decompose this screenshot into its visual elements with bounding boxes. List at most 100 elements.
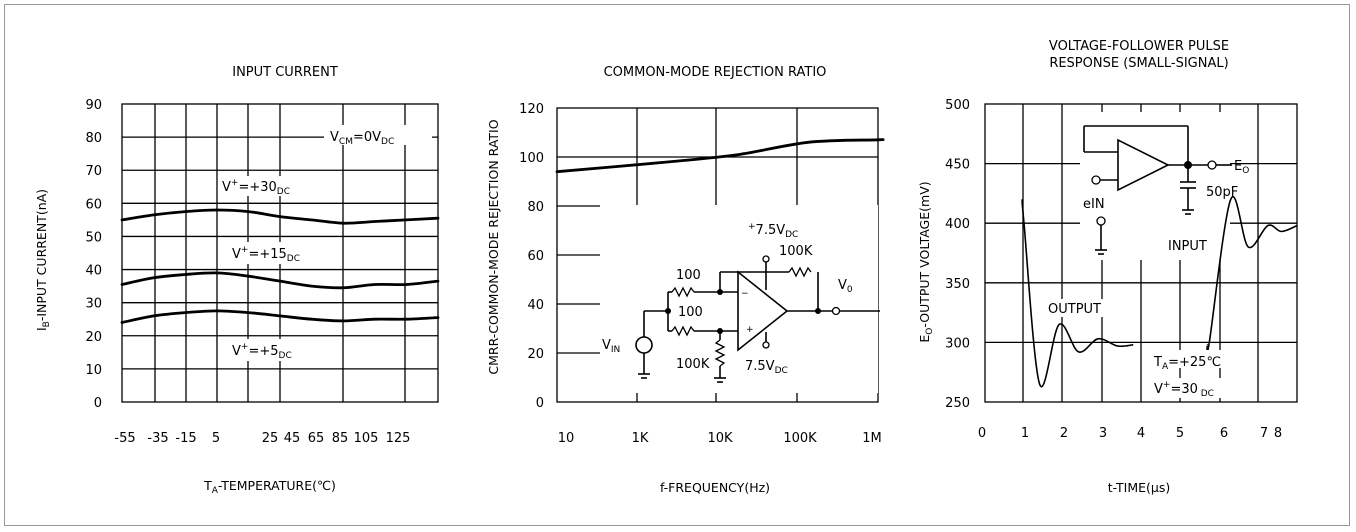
chart1-series-line [120,309,440,324]
chart2-y-tick-label: 100 [519,151,544,166]
chart1-y-tick-label: 40 [85,264,102,279]
chart1-x-tick-label: -15 [175,431,196,446]
chart1-x-tick-label: 125 [386,431,411,446]
svg-text:V+=+15DC: V+=+15DC [232,245,300,264]
svg-text:50pF: 50pF [1206,185,1238,200]
chart2-series [555,138,885,174]
chart1-annotation-v15: V+=+15DC [228,242,316,264]
chart1-y-tick-label: 50 [85,230,102,245]
chart3-annotation-input: INPUT [1168,239,1207,254]
chart3-x-tick-label: 5 [1176,426,1184,441]
chart1-series-line [120,271,440,290]
chart2-y-ticks: 0 20 40 60 80 100 120 [519,102,544,411]
chart3-x-tick-label: 3 [1099,426,1107,441]
chart2-series-line [555,138,885,174]
chart3-annotation-output: OUTPUT [1048,302,1101,317]
chart2-x-ticks: 10 1K 10K 100K 1M [558,431,882,446]
chart3-y-tick-label: 450 [945,158,970,173]
pulse-response-chart: VOLTAGE-FOLLOWER PULSE RESPONSE (SMALL-S… [917,39,1298,495]
chart1-title: INPUT CURRENT [232,65,338,80]
svg-text:EO: EO [1234,159,1249,176]
chart2-y-tick-label: 120 [519,102,544,117]
chart2-y-tick-label: 0 [536,396,544,411]
chart1-x-tick-label: 25 [262,431,279,446]
chart1-y-tick-label: 70 [85,164,102,179]
chart3-y-ticks: 250 300 350 400 450 500 [945,98,970,411]
chart2-x-tick-label: 100K [783,431,817,446]
chart2-x-tick-label: 10K [707,431,733,446]
chart2-x-tick-label: 10 [558,431,575,446]
chart3-test-circuit: EO 50pF eIN [1080,112,1249,260]
chart3-x-tick-label: 6 [1220,426,1228,441]
chart2-ylabel: CMRR-COMMON-MODE REJECTION RATIO [486,119,501,374]
chart2-y-tick-label: 60 [527,249,544,264]
chart2-test-circuit: − + V0 100K +7.5VDC 7.5VDC [600,205,880,393]
chart1-annotation-vcm: VCM=0VDC [324,125,432,147]
chart3-y-tick-label: 500 [945,98,970,113]
chart1-x-ticks: -55 -35 -15 5 25 45 65 85 105 125 [114,431,410,446]
cmrr-chart: COMMON-MODE REJECTION RATIO 020406080100… [486,65,885,495]
chart2-y-tick-label: 80 [527,200,544,215]
chart1-x-tick-label: 45 [284,431,301,446]
chart2-x-tick-label: 1M [862,431,882,446]
chart3-x-tick-label: 7 [1260,426,1268,441]
svg-text:−: − [741,289,749,299]
svg-text:100K: 100K [676,357,710,372]
follower-op-amp-symbol [1117,138,1170,192]
chart1-y-tick-label: 20 [85,330,102,345]
svg-text:VCM=0VDC: VCM=0VDC [330,130,394,147]
chart3-ylabel: EO-OUTPUT VOLTAGE(mV) [917,181,935,342]
chart3-annotation-temp: TA=+25℃ [1153,355,1221,372]
svg-text:+7.5VDC: +7.5VDC [748,222,798,240]
chart2-x-tick-label: 1K [632,431,649,446]
chart1-x-tick-label: 5 [212,431,220,446]
svg-text:V+=+30DC: V+=+30DC [222,178,290,197]
svg-text:100K: 100K [779,244,813,259]
chart3-y-tick-label: 300 [945,336,970,351]
svg-text:+: + [746,325,754,335]
chart1-y-tick-label: 30 [85,297,102,312]
chart3-y-tick-label: 250 [945,396,970,411]
svg-text:100: 100 [676,268,701,283]
chart3-x-tick-label: 4 [1137,426,1145,441]
chart2-y-tick-label: 20 [527,347,544,362]
chart3-x-tick-label: 1 [1021,426,1029,441]
chart1-annotation-v5: V+=+5DC [228,339,308,361]
svg-text:eIN: eIN [1083,197,1105,212]
chart1-xlabel: TA-TEMPERATURE(℃) [203,478,336,496]
chart1-series-line [120,208,440,225]
chart3-x-tick-label: 2 [1060,426,1068,441]
op-amp-symbol [737,270,789,352]
chart1-x-tick-label: 65 [308,431,325,446]
chart3-series [1021,195,1298,388]
chart2-xlabel: f-FREQUENCY(Hz) [660,480,770,495]
chart1-series [120,208,440,324]
chart1-x-tick-label: 105 [354,431,379,446]
chart2-y-tick-label: 40 [527,298,544,313]
chart1-y-tick-label: 10 [85,363,102,378]
chart2-title: COMMON-MODE REJECTION RATIO [604,65,827,80]
chart1-y-tick-label: 0 [94,396,102,411]
chart1-y-tick-label: 60 [85,197,102,212]
chart3-y-tick-label: 350 [945,277,970,292]
chart1-y-ticks: 0 10 20 30 40 50 60 70 80 90 [85,98,102,411]
svg-text:100: 100 [678,305,703,320]
input-current-chart: INPUT CURRENT 0 10 20 30 40 50 60 70 80 90 -55 -35… [34,65,440,496]
chart1-x-tick-label: -55 [114,431,135,446]
chart1-y-tick-label: 80 [85,131,102,146]
chart1-y-tick-label: 90 [85,98,102,113]
chart3-x-tick-label: 0 [978,426,986,441]
chart3-output-line [1021,199,1134,388]
chart3-x-tick-label: 8 [1274,426,1282,441]
chart3-xlabel: t-TIME(μs) [1108,480,1171,495]
chart1-x-tick-label: -35 [147,431,168,446]
chart3-title-line2: RESPONSE (SMALL-SIGNAL) [1049,56,1228,71]
chart3-y-tick-label: 400 [945,217,970,232]
chart3-title-line1: VOLTAGE-FOLLOWER PULSE [1049,39,1229,54]
chart1-ylabel: IB-INPUT CURRENT(nA) [34,189,52,331]
chart1-annotation-v30: V+=+30DC [218,176,310,197]
chart1-x-tick-label: 85 [332,431,349,446]
chart3-input-line [1206,195,1298,355]
